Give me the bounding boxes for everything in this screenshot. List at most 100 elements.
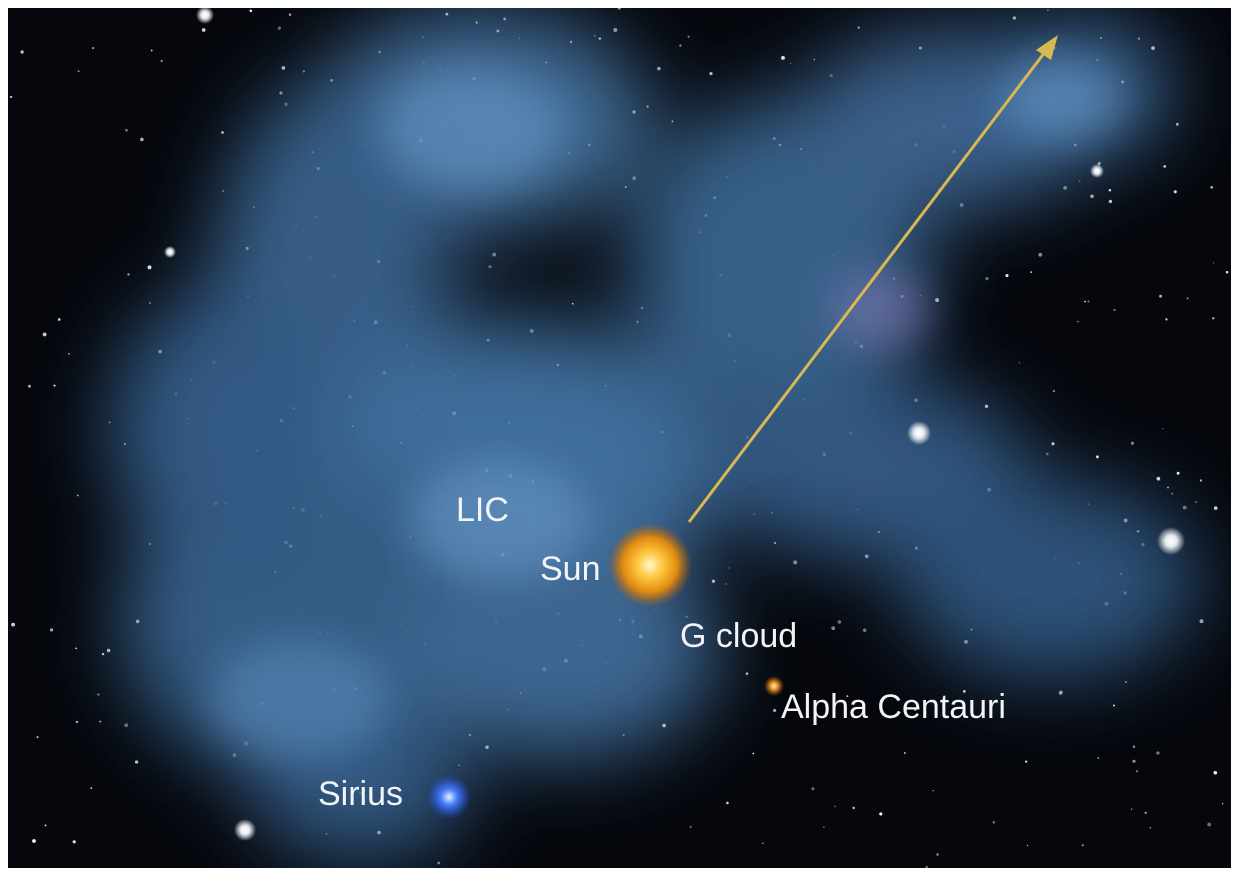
star <box>1019 362 1020 363</box>
star <box>50 628 53 631</box>
star <box>125 129 128 132</box>
star <box>599 37 601 39</box>
star <box>76 721 78 723</box>
star <box>10 96 12 98</box>
star <box>1159 295 1162 298</box>
star <box>149 302 150 303</box>
star <box>1038 253 1042 257</box>
star <box>1162 428 1163 429</box>
star <box>1030 271 1032 273</box>
star <box>45 824 47 826</box>
star <box>636 321 639 324</box>
star <box>1150 827 1151 828</box>
star <box>279 91 282 94</box>
star <box>1167 487 1169 489</box>
star <box>762 843 763 844</box>
star <box>37 736 39 738</box>
star <box>1079 181 1080 182</box>
star <box>781 56 785 60</box>
star <box>92 47 94 49</box>
sirius <box>427 775 471 819</box>
star <box>221 131 224 134</box>
star <box>127 273 129 275</box>
star <box>73 840 76 843</box>
star <box>1132 760 1135 763</box>
star <box>1063 186 1067 190</box>
star <box>790 63 791 64</box>
star <box>437 862 440 865</box>
label-lic: LIC <box>456 491 509 529</box>
star <box>1088 300 1090 302</box>
star <box>852 807 855 810</box>
star <box>1226 271 1229 274</box>
sun <box>608 523 692 607</box>
star <box>135 760 138 763</box>
star <box>936 853 938 855</box>
star <box>1210 186 1213 189</box>
star <box>613 28 617 32</box>
star <box>1109 200 1112 203</box>
star <box>58 318 61 321</box>
star <box>1109 189 1111 191</box>
star <box>1222 803 1223 804</box>
star <box>1207 823 1211 827</box>
star <box>746 672 749 675</box>
star <box>78 70 80 72</box>
star <box>1176 123 1179 126</box>
star <box>1084 301 1086 303</box>
label-sirius: Sirius <box>318 775 403 813</box>
star <box>1163 165 1166 168</box>
star <box>1051 442 1054 445</box>
star <box>289 14 291 16</box>
star <box>1213 262 1214 263</box>
star <box>838 620 842 624</box>
star <box>672 121 674 123</box>
star <box>572 303 574 305</box>
star <box>688 36 690 38</box>
star <box>679 44 681 46</box>
star <box>11 623 15 627</box>
star <box>99 721 101 723</box>
star <box>618 6 621 9</box>
star <box>161 60 163 62</box>
star <box>1082 844 1084 846</box>
star <box>935 298 939 302</box>
star <box>1165 318 1167 320</box>
star <box>148 265 152 269</box>
star <box>202 28 206 32</box>
star <box>1060 691 1063 694</box>
star <box>75 648 77 650</box>
star <box>1005 274 1008 277</box>
star <box>1171 493 1173 495</box>
star <box>278 26 281 29</box>
star <box>985 277 988 280</box>
star <box>863 628 866 631</box>
star <box>28 385 31 388</box>
star <box>1013 16 1016 19</box>
star <box>303 70 305 72</box>
star <box>1200 479 1202 481</box>
star <box>222 190 224 192</box>
star <box>1187 297 1189 299</box>
label-sun: Sun <box>540 550 601 588</box>
star <box>43 332 47 336</box>
star <box>1177 472 1180 475</box>
star <box>625 186 627 188</box>
star <box>1046 453 1049 456</box>
star <box>1157 477 1161 481</box>
star <box>1214 506 1218 510</box>
star <box>1027 845 1028 846</box>
star <box>107 649 110 652</box>
space-illustration: LIC Sun G cloud Alpha Centauri Sirius <box>0 0 1239 875</box>
star <box>1098 162 1101 165</box>
star <box>53 385 55 387</box>
label-alpha-centauri: Alpha Centauri <box>781 688 1006 726</box>
star <box>1113 704 1115 706</box>
star <box>492 253 496 257</box>
star <box>1133 746 1135 748</box>
star <box>904 752 906 754</box>
star <box>1113 309 1115 311</box>
star <box>879 812 882 815</box>
star <box>1096 455 1099 458</box>
star <box>1156 751 1159 754</box>
